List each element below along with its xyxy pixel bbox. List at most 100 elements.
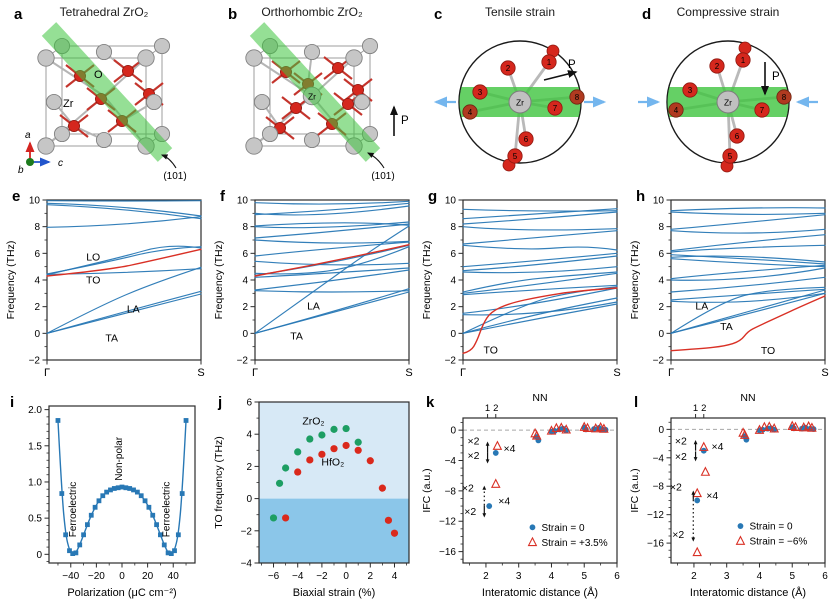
svg-text:1.5: 1.5 [28,441,42,452]
top-axis-label: NN [532,392,547,404]
panel-label-h: h [636,188,646,205]
svg-text:8: 8 [242,222,248,233]
panel-title-a: Tetrahedral ZrO₂ [59,5,149,19]
svg-text:4: 4 [242,276,248,287]
tensile-strain-illustration: Zr 1 2 3 4 5 6 7 8 P [433,40,607,172]
svg-text:2: 2 [242,302,248,313]
svg-text:4: 4 [34,276,40,287]
compressive-strain-illustration: Zr 1 2 3 4 5 6 7 8 P [638,40,818,173]
phonon-branch [670,254,826,265]
phonon-branch [46,216,202,228]
phonon-branch [254,269,410,291]
svg-text:1: 1 [485,403,490,414]
y-axis-label: IFC (a.u.) [629,468,641,512]
phonon-branch [670,207,826,212]
phonon-branch [462,208,618,220]
annotation-text: LA [695,300,708,312]
phonon-branch [462,255,618,272]
panel-label-j: j [218,394,223,411]
polarization-label: P [772,71,780,83]
phonon-branch [254,246,410,275]
b-axis-dot [26,158,34,166]
svg-text:−4: −4 [241,559,253,570]
series-Strain = −6% [692,420,817,557]
axes: −4 −2 0 2 4 6 −6 −4 −2 0 2 4 TO frequency (THz) Biaxi… [213,398,410,599]
chart-root-j: −4 −2 0 2 4 6 −6 −4 −2 0 2 4 TO frequency (THz) Biaxi… [213,398,410,599]
svg-text:−2: −2 [316,571,328,582]
panel-d: d Compressive strain [624,0,832,186]
svg-text:3: 3 [688,86,693,95]
phonon-branch [254,205,410,216]
series [486,421,609,509]
atom-number-labels: 1 2 3 4 5 6 7 8 [674,56,787,161]
svg-text:6: 6 [524,135,529,144]
soft-mode-branch [46,248,202,277]
panel-c: c Tensile strain [416,0,624,186]
svg-text:Γ: Γ [668,367,674,379]
annotation-text: Ferroelectric [161,482,172,538]
panel-l: l 0 −4 −8 −12 −16 2 3 4 5 6 1 2 NN IFC (a.u.) Interato… [624,390,832,613]
svg-text:−8: −8 [445,486,457,497]
svg-text:−16: −16 [647,539,664,550]
svg-text:−12: −12 [439,517,456,528]
annotation-text: ×4 [712,441,724,453]
a-axis-label: a [25,130,31,141]
annotation-text: TO [86,274,100,286]
svg-text:8: 8 [450,222,456,233]
soft-mode-branch [254,243,410,277]
crystal-tetragonal-illustration: O Zr (101) a c b [18,22,187,182]
axes: −2 0 2 4 6 8 10 Γ S Frequency (THz) [421,196,621,380]
svg-text:7: 7 [760,106,765,115]
phonon-branch [462,211,618,225]
panel-label-e: e [12,188,21,205]
panel-label-b: b [228,6,238,23]
panel-label-l: l [634,394,639,411]
svg-text:Γ: Γ [44,367,50,379]
panel-label-k: k [426,394,435,411]
101-plane [249,22,381,162]
polarization-arrow [543,70,578,81]
svg-text:2: 2 [506,64,511,73]
phonon-branch [670,211,826,215]
x-axis-label: Interatomic distance (Å) [482,586,598,599]
panel-f: f −2 0 2 4 6 8 10 Γ S Frequency (THz) LA TA [208,186,416,390]
svg-text:0: 0 [658,425,664,436]
svg-text:3: 3 [478,88,483,97]
svg-text:6: 6 [242,249,248,260]
chart-root-h: −2 0 2 4 6 8 10 Γ S Frequency (THz) LA TA TO [629,196,829,380]
phonon-dispersion-chart-tensile: −2 0 2 4 6 8 10 Γ S Frequency (THz) TO [421,196,621,380]
svg-text:0: 0 [36,550,42,561]
phonon-branch [254,288,410,334]
phonon-branch [46,202,202,217]
phonon-branch [462,301,618,316]
x-axis-label: Polarization (μC cm⁻²) [67,587,176,599]
zirconium-label: Zr [308,92,316,102]
svg-text:0: 0 [343,571,349,582]
annotation-text: ×2 [675,435,687,447]
svg-text:2.0: 2.0 [28,405,42,416]
svg-text:−4: −4 [445,456,457,467]
oxygen-label: O [94,69,103,81]
phonon-branch [462,272,618,294]
zirconium-label: Zr [516,98,524,108]
phonon-branch [46,245,202,276]
svg-text:2: 2 [701,403,706,414]
chart-root-i: 0 0.5 1.0 1.5 2.0 −40 −20 0 20 40 Polarization (μC… [28,405,196,599]
plane-pointer-arrow [160,154,177,169]
svg-text:−2: −2 [237,356,249,367]
phonon-branch [670,292,826,303]
soft-mode-branch [670,295,826,352]
annotation-text: ×4 [498,496,510,508]
phonon-branch [462,297,618,334]
svg-text:−16: −16 [439,547,456,558]
y-axis-label: Frequency (THz) [5,241,17,320]
svg-text:−2: −2 [653,356,665,367]
oxygen-atoms [462,44,585,172]
zirconium-label: Zr [724,98,732,108]
101-plane [41,22,173,162]
polarization-label: P [568,59,576,71]
phonon-branch [462,226,618,231]
annotation-text: ×2 [675,451,687,463]
